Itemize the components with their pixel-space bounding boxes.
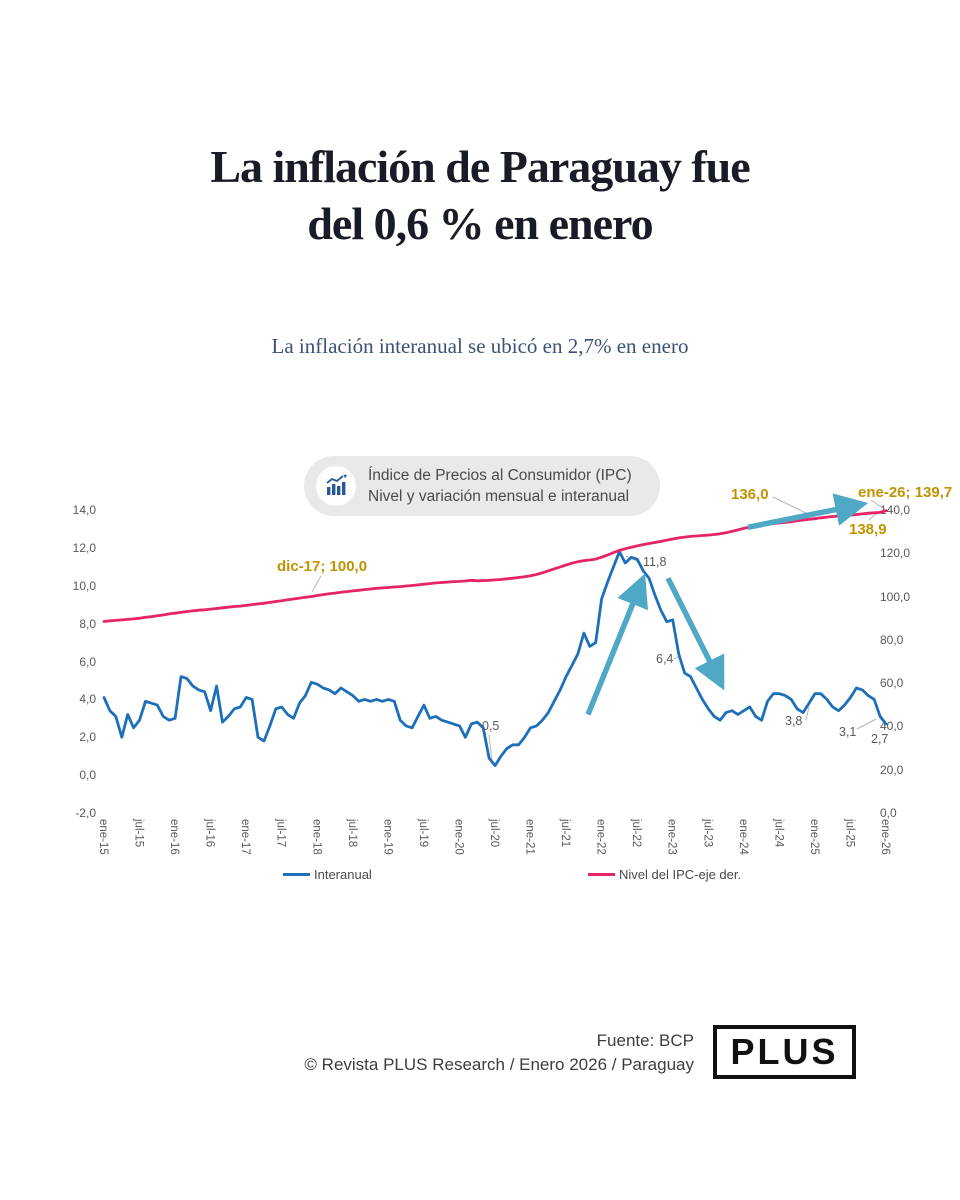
x-axis-tick: ene-24: [736, 819, 749, 855]
source-text: Fuente: BCP: [596, 1031, 694, 1050]
data-label-136-0: 136,0: [731, 486, 769, 503]
right-axis-tick: 140,0: [880, 503, 911, 517]
annotation-leader-line: [805, 706, 810, 721]
annotation-leader-line: [488, 734, 493, 762]
right-axis-tick: 80,0: [880, 632, 904, 647]
x-axis-tick: ene-16: [168, 819, 181, 855]
annotation-leader-line: [856, 718, 877, 730]
series-line-interanual: [102, 550, 888, 768]
right-axis-tick: 100,0: [880, 589, 911, 604]
left-axis-tick: 8,0: [79, 616, 96, 631]
left-axis-tick: 10,0: [72, 578, 96, 593]
legend-label-interanual: Interanual: [314, 867, 372, 882]
x-axis-tick: ene-21: [523, 819, 536, 855]
x-axis-tick: jul-18: [345, 819, 358, 848]
series-line-ipc: [102, 509, 888, 623]
left-axis-tick: 0,0: [79, 768, 96, 783]
x-axis-tick: jul-15: [132, 819, 145, 848]
left-axis-tick: 14,0: [72, 503, 96, 517]
left-axis-tick: 6,0: [79, 654, 96, 669]
x-axis-tick: jul-25: [843, 819, 856, 848]
left-axis-tick: -2,0: [75, 806, 96, 820]
data-label-ene-26-139-7: ene-26; 139,7: [858, 484, 953, 501]
x-axis-tick: ene-23: [665, 819, 678, 855]
right-axis-tick: 0,0: [880, 806, 897, 820]
right-axis-tick: 60,0: [880, 676, 904, 691]
x-axis-tick: ene-15: [97, 819, 109, 855]
x-axis-tick: ene-22: [594, 819, 607, 855]
left-axis-tick: 4,0: [79, 692, 96, 707]
credit-text: © Revista PLUS Research / Enero 2026 / P…: [304, 1055, 694, 1074]
page-title-line1: La inflación de Paraguay fue: [210, 141, 750, 192]
data-label-11-8: 11,8: [643, 555, 667, 569]
x-axis-tick: jul-19: [416, 819, 429, 848]
page-title: La inflación de Paraguay fue del 0,6 % e…: [0, 138, 960, 252]
legend-swatch-ipc: [588, 873, 615, 876]
annotation-leader-line: [311, 575, 322, 593]
legend-label-ipc: Nivel del IPC-eje der.: [619, 867, 742, 882]
trend-arrow: [747, 493, 869, 531]
right-axis-tick: 20,0: [880, 762, 904, 777]
trend-arrow: [585, 573, 649, 716]
chart-title-line1: Índice de Precios al Consumidor (IPC): [368, 467, 632, 484]
page-title-line2: del 0,6 % en enero: [307, 198, 653, 249]
data-label-138-9: 138,9: [849, 521, 887, 538]
annotation-leader-line: [868, 512, 878, 521]
x-axis-tick: jul-17: [274, 819, 287, 848]
data-label-3-8: 3,8: [785, 714, 803, 728]
chart-header-pill: Índice de Precios al Consumidor (IPC) Ni…: [304, 456, 660, 516]
legend-item-interanual: Interanual: [283, 867, 372, 882]
footer: Fuente: BCP © Revista PLUS Research / En…: [304, 1029, 694, 1077]
x-axis-tick: ene-25: [807, 819, 820, 855]
chart-title-line2: Nivel y variación mensual e interanual: [368, 488, 630, 505]
annotation-leader-line: [673, 655, 680, 660]
chart-title: Índice de Precios al Consumidor (IPC) Ni…: [368, 465, 632, 507]
legend-item-ipc: Nivel del IPC-eje der.: [588, 867, 741, 882]
x-axis-tick: jul-24: [772, 819, 785, 848]
annotation-leader-line: [772, 496, 813, 517]
x-axis-tick: jul-20: [488, 819, 500, 848]
left-axis-tick: 2,0: [79, 730, 96, 745]
page-subtitle: La inflación interanual se ubicó en 2,7%…: [271, 334, 689, 358]
x-axis-tick: ene-20: [452, 819, 465, 855]
data-label-3-1: 3,1: [839, 725, 857, 739]
x-axis-tick: ene-26: [879, 819, 891, 855]
bar-chart-rising-icon: [316, 466, 356, 506]
x-axis-tick: jul-16: [203, 819, 216, 848]
annotation-leader-line: [625, 555, 640, 563]
data-label-dic-17-100-0: dic-17; 100,0: [277, 558, 368, 575]
data-label-6-4: 6,4: [656, 652, 674, 666]
data-label-2-7: 2,7: [871, 732, 889, 746]
right-axis-tick: 120,0: [880, 546, 911, 561]
left-axis-tick: 12,0: [72, 540, 96, 555]
x-axis-tick: ene-17: [239, 819, 252, 855]
x-axis-tick: jul-21: [559, 819, 572, 848]
plus-logo: PLUS: [713, 1025, 856, 1079]
x-axis-tick: jul-23: [701, 819, 714, 848]
x-axis-tick: jul-22: [630, 819, 643, 848]
data-label-0-5: 0,5: [482, 719, 500, 733]
trend-arrow: [665, 576, 725, 691]
x-axis-tick: ene-19: [381, 819, 394, 855]
x-axis-tick: ene-18: [310, 819, 323, 855]
legend-swatch-interanual: [283, 873, 310, 876]
